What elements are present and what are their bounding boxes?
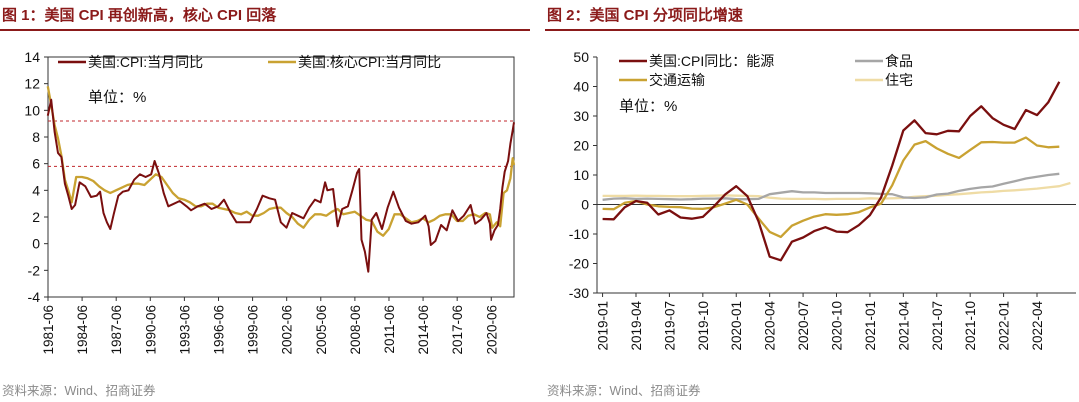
chart-title-1: 图 1：美国 CPI 再创新高，核心 CPI 回落 (2, 7, 277, 24)
title-rule-1 (0, 29, 530, 31)
legend-label-core: 美国:核心CPI:当月同比 (298, 54, 441, 70)
x-tick-label: 2017-06 (450, 305, 465, 355)
x-tick-label: 2021-04 (896, 301, 911, 351)
source-note-2: 资料来源：Wind、招商证券 (547, 384, 701, 398)
source-note-1: 资料来源：Wind、招商证券 (2, 384, 156, 398)
legend-label-cpi: 美国:CPI:当月同比 (88, 54, 203, 70)
x-tick-label: 2020-04 (763, 301, 778, 351)
y-tick-label: 40 (573, 79, 589, 95)
series-cpi-line (46, 98, 515, 273)
chart-2-svg: -30 -20 -10 0 10 20 30 40 50 2019-01 2019-04 2019-0… (569, 49, 1076, 351)
x-tick-label: 2011-06 (382, 305, 397, 354)
x-tick-label: 1990-06 (143, 305, 158, 355)
x-tick-label: 2022-04 (1030, 301, 1045, 351)
y-tick-label: 30 (573, 108, 589, 124)
x-tick-label: 2020-10 (830, 301, 845, 351)
legend-label-energy: 美国:CPI同比：能源 (649, 53, 774, 69)
x-tick-label: 2002-06 (280, 305, 295, 355)
x-tick-label: 2021-01 (863, 301, 878, 351)
y-tick-label: 8 (32, 129, 40, 145)
y-tick-label: 10 (573, 167, 589, 183)
legend-label-housing: 住宅 (885, 72, 913, 88)
x-tick-label: 2020-07 (796, 301, 811, 351)
y-tick-label: 2 (32, 209, 40, 225)
x-tick-label: 2021-07 (930, 301, 945, 351)
y-tick-label: -20 (569, 256, 589, 272)
y-tick-label: 10 (24, 102, 40, 118)
series-energy-line (602, 81, 1061, 262)
x-tick-label: 2022-01 (997, 301, 1012, 351)
chart-panel-1: 图 1：美国 CPI 再创新高，核心 CPI 回落 -4 -2 0 2 4 6 8 10 12 1… (0, 0, 530, 402)
y-tick-label: -10 (569, 226, 589, 242)
y-tick-label: 50 (573, 49, 589, 65)
series-food-line (602, 172, 1060, 201)
series-housing-line (602, 181, 1071, 201)
y-tick-label: 14 (24, 49, 40, 65)
x-tick-label: 2019-07 (662, 301, 677, 351)
y-tick-label: -2 (28, 262, 41, 278)
unit-label: 单位：% (619, 98, 677, 115)
y-tick-label: 20 (573, 138, 589, 154)
legend-label-food: 食品 (885, 53, 913, 69)
y-tick-label: 12 (24, 76, 40, 92)
y-tick-label: -30 (569, 285, 589, 301)
x-tick-label: 2019-04 (629, 301, 644, 351)
y-tick-label: 6 (32, 156, 40, 172)
unit-label: 单位：% (88, 89, 146, 106)
x-tick-label: 1981-06 (41, 305, 56, 355)
y-tick-label: 0 (581, 197, 589, 213)
y-tick-label: 0 (32, 236, 40, 252)
x-tick-label: 2005-06 (314, 305, 329, 355)
y-tick-label: 4 (32, 182, 40, 198)
x-tick-label: 2014-06 (416, 305, 431, 355)
x-tick-label: 1999-06 (246, 305, 261, 355)
x-tick-label: 1987-06 (109, 305, 124, 355)
plot-frame (47, 56, 515, 298)
chart-panel-2: 图 2：美国 CPI 分项同比增速 -30 -20 -10 0 10 20 30 40 50 20… (545, 0, 1079, 402)
x-tick-label: 1993-06 (177, 305, 192, 355)
chart-title-2: 图 2：美国 CPI 分项同比增速 (547, 7, 743, 24)
x-tick-label: 2008-06 (348, 305, 363, 355)
chart-1-svg: -4 -2 0 2 4 6 8 10 12 14 1981-06 1984-06 1987-06 1990… (24, 49, 516, 355)
y-tick-label: -4 (28, 289, 41, 305)
x-tick-label: 1984-06 (75, 305, 90, 355)
x-tick-label: 2019-01 (596, 301, 611, 351)
x-tick-label: 2020-06 (484, 305, 499, 355)
x-tick-label: 2021-10 (963, 301, 978, 351)
title-rule-2 (545, 29, 1079, 31)
legend-label-transport: 交通运输 (649, 72, 705, 88)
x-tick-label: 1996-06 (211, 305, 226, 355)
series-transport-line (602, 136, 1060, 239)
x-tick-label: 2020-01 (729, 301, 744, 351)
x-tick-label: 2019-10 (696, 301, 711, 351)
series-core-cpi-line (46, 86, 516, 237)
